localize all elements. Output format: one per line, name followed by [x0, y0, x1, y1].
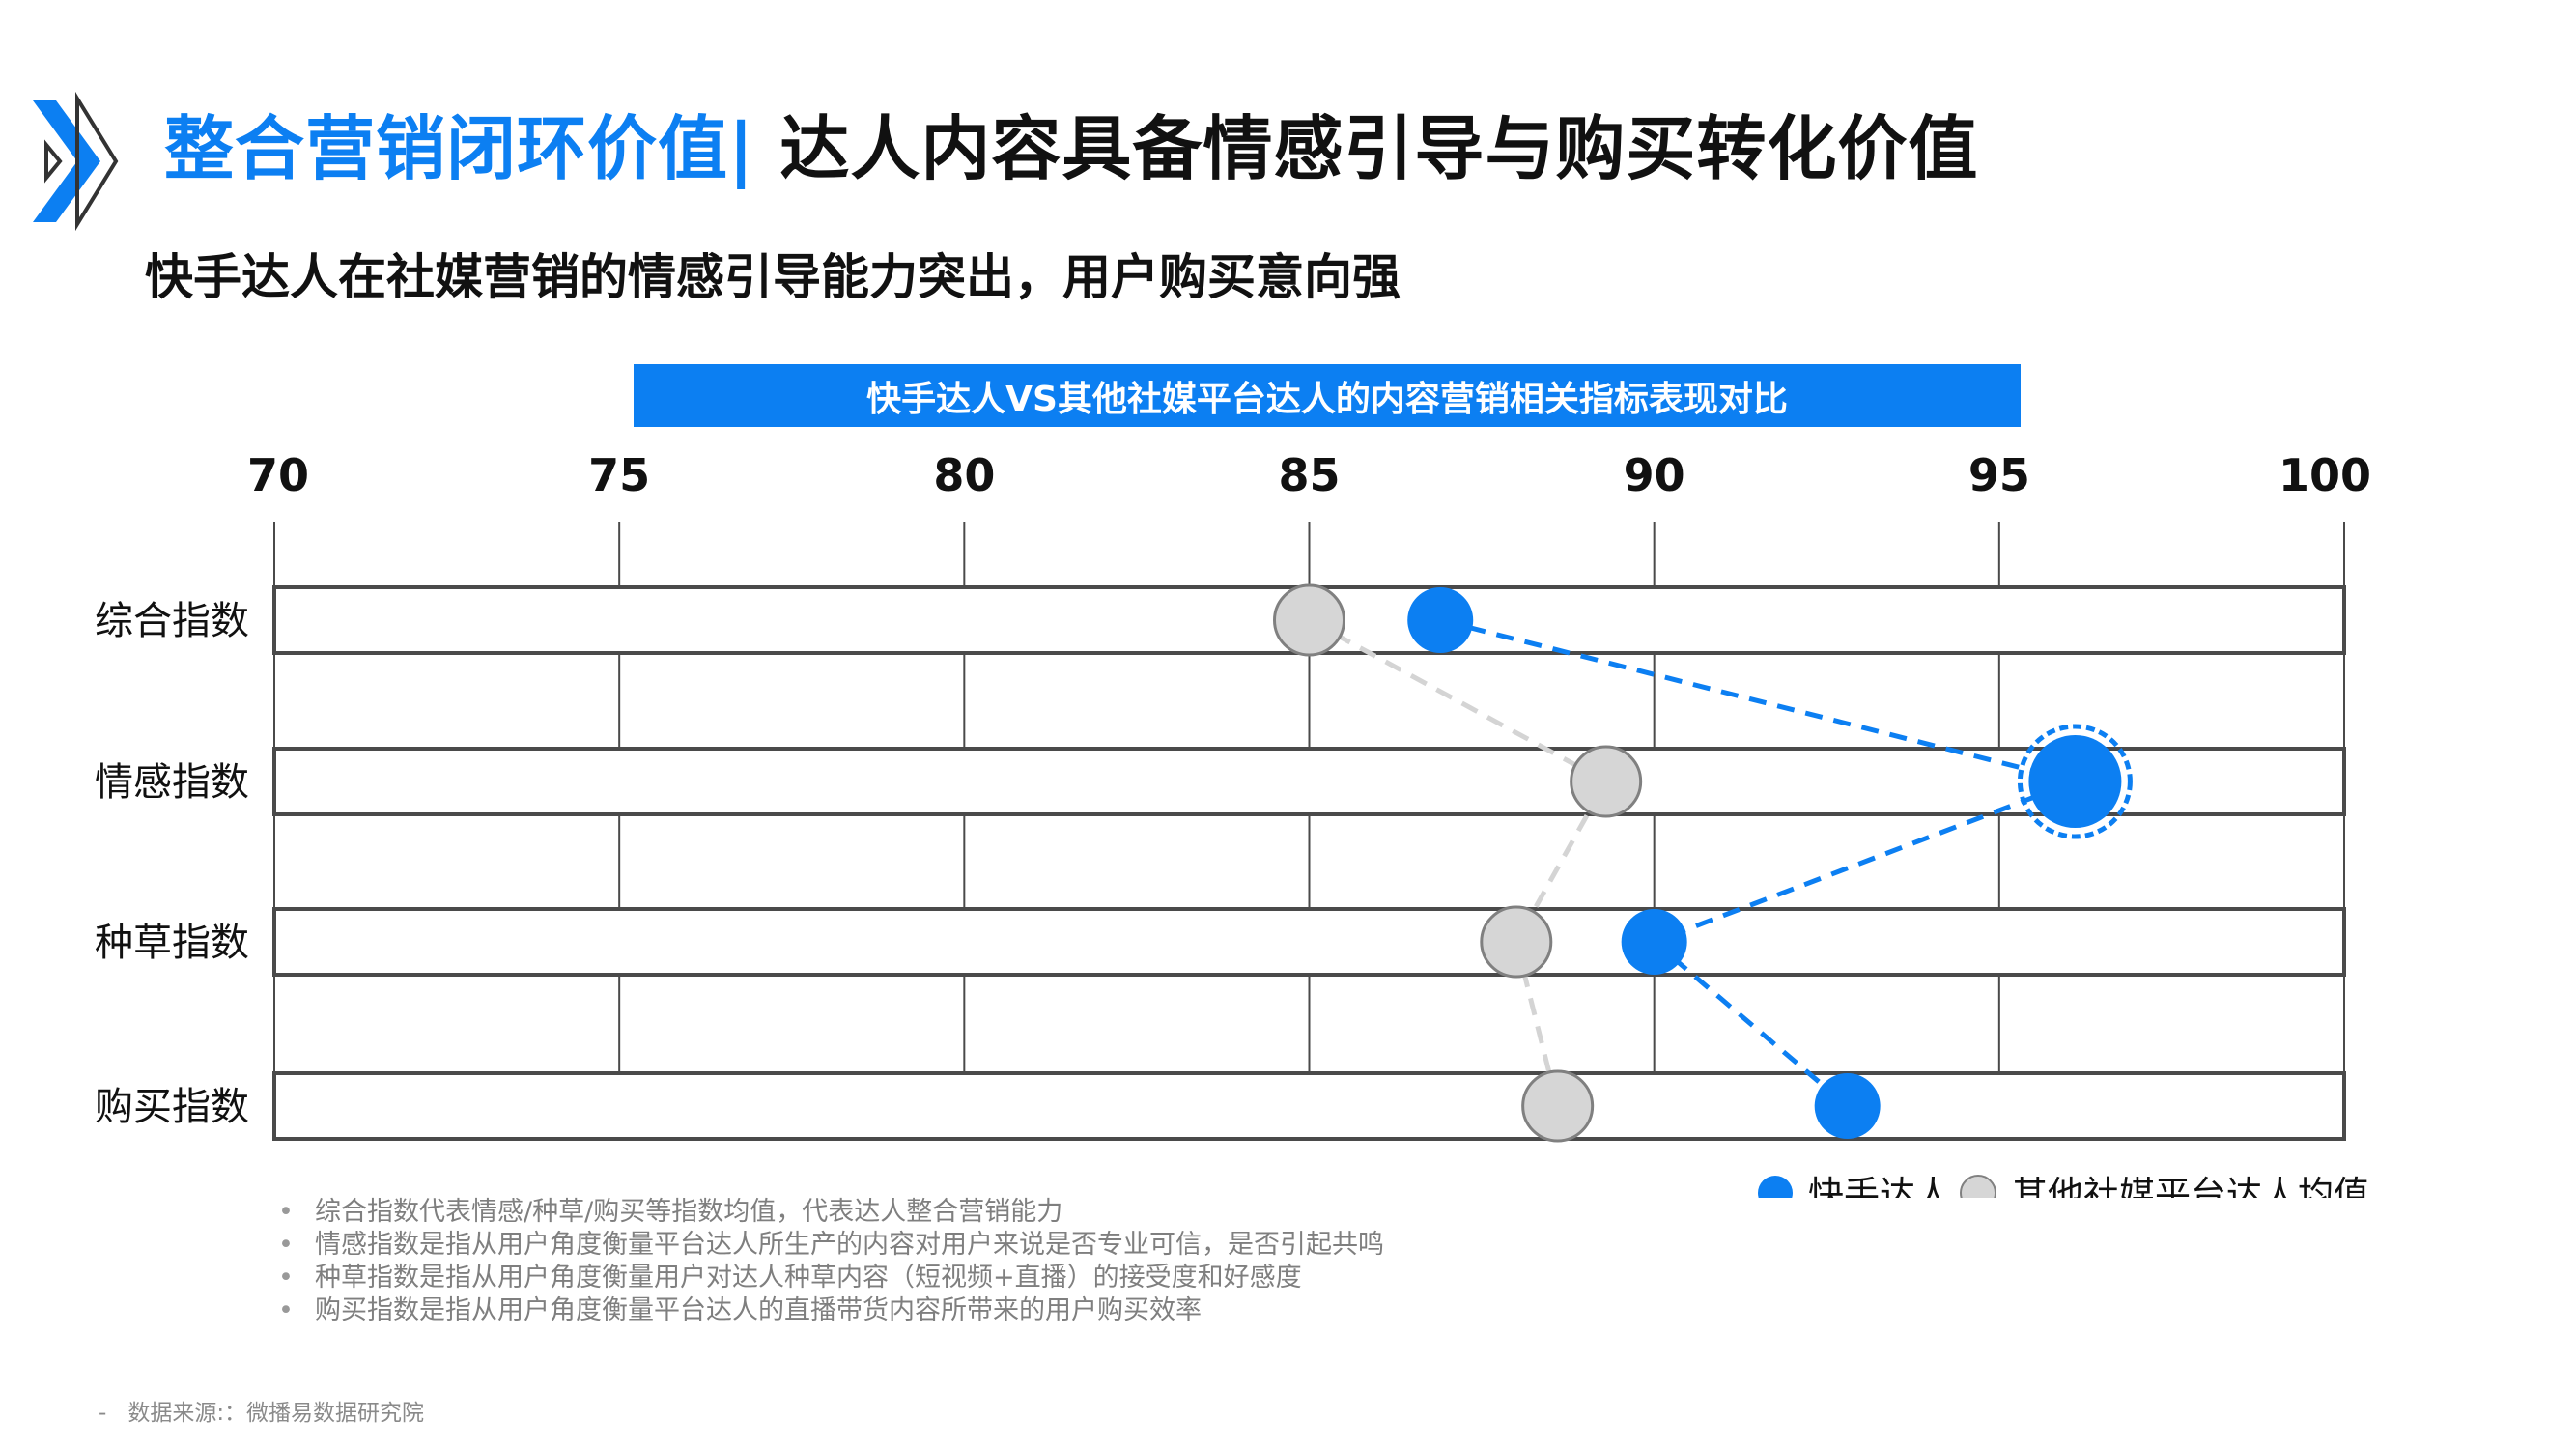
legend-label-kuaishou: 快手达人 — [1808, 1174, 1951, 1198]
x-tick-label: 95 — [1968, 449, 2030, 501]
x-tick-label: 80 — [933, 449, 995, 501]
footnote-item: 购买指数是指从用户角度衡量平台达人的直播带货内容所带来的用户购买效率 — [278, 1294, 1384, 1327]
kuaishou-point — [1621, 909, 1687, 975]
page-title: 整合营销闭环价值| 达人内容具备情感引导与购买转化价值 — [164, 114, 1978, 184]
footnotes-list: 综合指数代表情感/种草/购买等指数均值，代表达人整合营销能力 情感指数是指从用户… — [278, 1196, 1384, 1327]
footnote-item: 综合指数代表情感/种草/购买等指数均值，代表达人整合营销能力 — [278, 1196, 1384, 1229]
source-text: 数据来源:：微播易数据研究院 — [127, 1401, 425, 1426]
data-source: - 数据来源:：微播易数据研究院 — [99, 1394, 424, 1427]
x-tick-label: 75 — [588, 449, 650, 501]
legend-label-other: 其他社媒平台达人均值 — [2012, 1174, 2369, 1198]
title-main: 达人内容具备情感引导与购买转化价值 — [754, 108, 1979, 189]
other-platform-point — [1273, 583, 1345, 657]
category-band — [272, 907, 2346, 977]
other-platform-point — [1570, 745, 1643, 818]
footnote-item: 种草指数是指从用户角度衡量用户对达人种草内容（短视频+直播）的接受度和好感度 — [278, 1262, 1384, 1294]
footnote-item: 情感指数是指从用户角度衡量平台达人所生产的内容对用户来说是否专业可信，是否引起共… — [278, 1229, 1384, 1262]
chart-title-banner: 快手达人VS其他社媒平台达人的内容营销相关指标表现对比 — [634, 364, 2021, 427]
kuaishou-point — [1407, 587, 1474, 653]
kuaishou-point — [1814, 1073, 1881, 1139]
category-band — [272, 747, 2346, 816]
x-tick-label: 85 — [1278, 449, 1340, 501]
source-dash: - — [99, 1401, 107, 1426]
category-label: 情感指数 — [95, 760, 249, 805]
x-tick-label: 70 — [247, 449, 309, 501]
category-label: 种草指数 — [95, 921, 249, 965]
other-platform-connector — [1308, 617, 1610, 1107]
chevron-logo-icon — [33, 91, 119, 232]
kuaishou-highlight-ring — [2017, 724, 2133, 839]
title-highlight: 整合营销闭环价值| — [164, 108, 755, 189]
legend-marker-other — [1960, 1175, 1996, 1198]
legend-marker-kuaishou — [1758, 1176, 1793, 1198]
kuaishou-connector — [1439, 617, 2083, 1108]
x-tick-label: 100 — [2279, 449, 2371, 501]
kuaishou-point — [2028, 735, 2122, 828]
other-platform-point — [1480, 905, 1553, 979]
category-band — [272, 1071, 2346, 1141]
page-subtitle: 快手达人在社媒营销的情感引导能力突出，用户购买意向强 — [145, 249, 1401, 305]
other-platform-point — [1521, 1069, 1595, 1143]
category-label: 综合指数 — [95, 599, 249, 643]
x-tick-label: 90 — [1624, 449, 1685, 501]
category-label: 购买指数 — [95, 1085, 249, 1129]
